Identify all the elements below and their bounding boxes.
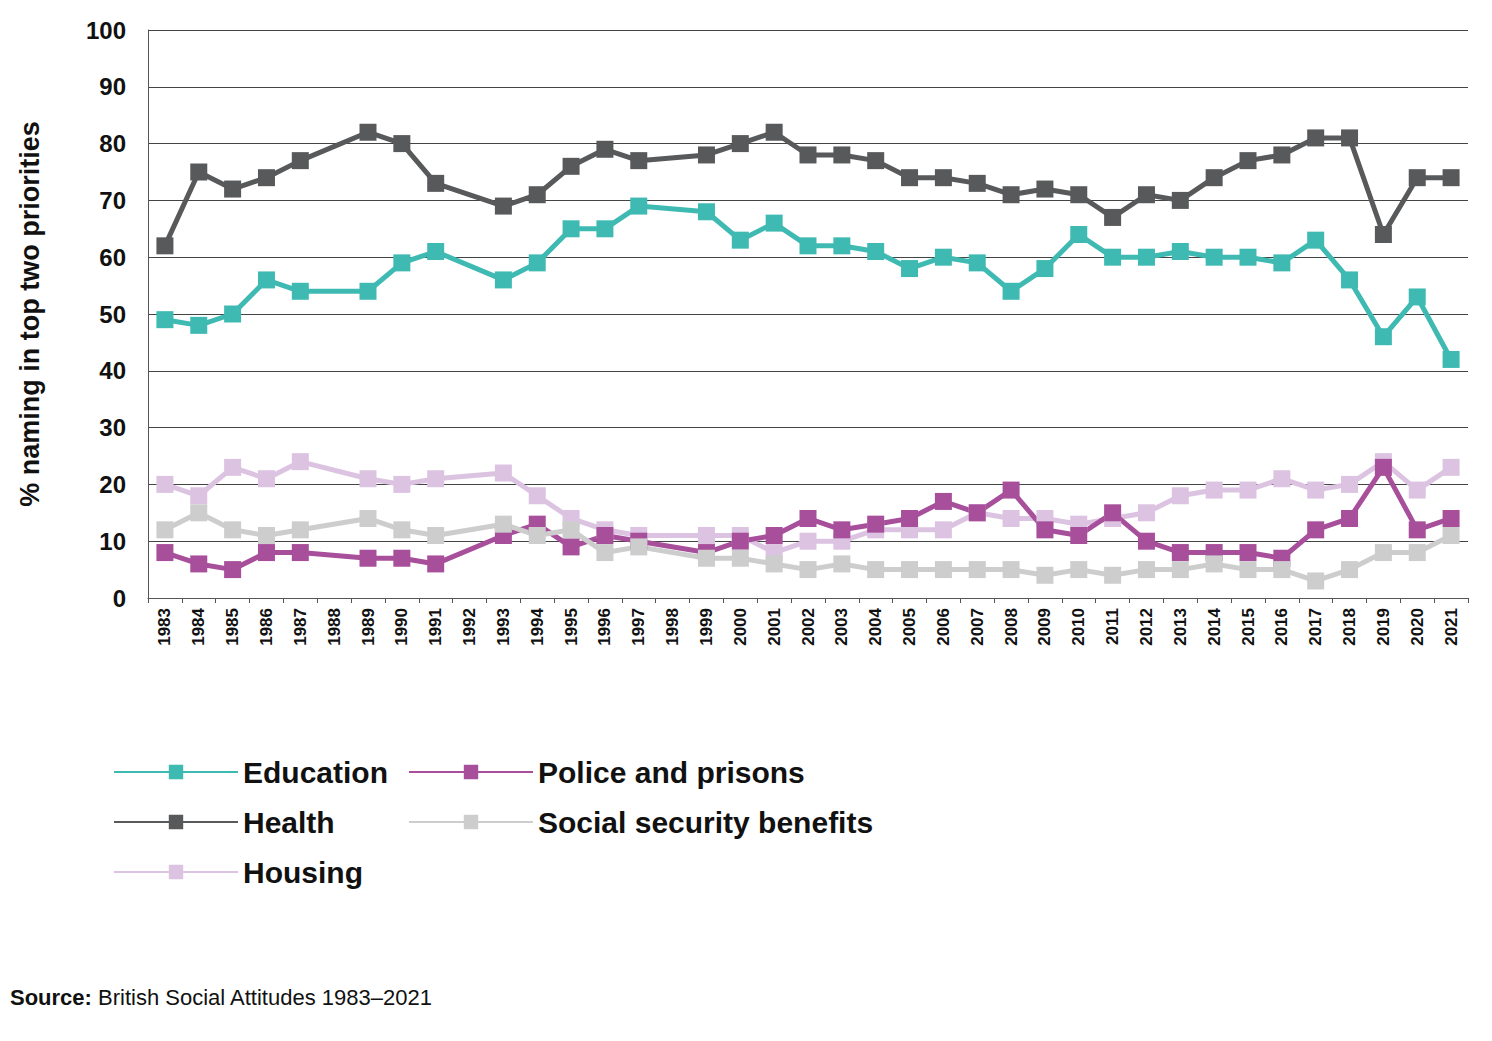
svg-text:90: 90 (99, 73, 126, 100)
svg-text:2011: 2011 (1103, 608, 1122, 645)
svg-text:2004: 2004 (866, 607, 885, 645)
svg-text:1991: 1991 (426, 608, 445, 646)
svg-text:1992: 1992 (460, 608, 479, 646)
svg-text:% naming in top two priorities: % naming in top two priorities (15, 121, 45, 507)
svg-text:2020: 2020 (1408, 608, 1427, 646)
svg-text:1994: 1994 (528, 607, 547, 645)
svg-text:1990: 1990 (392, 608, 411, 646)
svg-text:1995: 1995 (562, 608, 581, 646)
svg-text:40: 40 (99, 357, 126, 384)
svg-text:2018: 2018 (1340, 608, 1359, 646)
svg-text:2013: 2013 (1171, 608, 1190, 646)
svg-text:2006: 2006 (934, 608, 953, 646)
svg-text:1986: 1986 (257, 608, 276, 646)
svg-text:2021: 2021 (1442, 608, 1461, 646)
svg-text:1985: 1985 (223, 608, 242, 646)
svg-text:2009: 2009 (1035, 608, 1054, 646)
svg-text:2017: 2017 (1306, 608, 1325, 646)
svg-text:1998: 1998 (663, 608, 682, 646)
svg-text:Housing: Housing (243, 856, 363, 889)
svg-text:1999: 1999 (697, 608, 716, 646)
svg-text:2015: 2015 (1239, 608, 1258, 646)
svg-text:Social security benefits: Social security benefits (538, 806, 873, 839)
svg-text:1996: 1996 (595, 608, 614, 646)
svg-text:1983: 1983 (155, 608, 174, 646)
svg-text:2008: 2008 (1002, 608, 1021, 646)
svg-text:British Social Attitudes 1983–: British Social Attitudes 1983–2021 (92, 985, 432, 1010)
svg-text:2014: 2014 (1205, 607, 1224, 645)
svg-text:1989: 1989 (359, 608, 378, 646)
svg-text:50: 50 (99, 301, 126, 328)
svg-text:2000: 2000 (731, 608, 750, 646)
svg-text:2010: 2010 (1069, 608, 1088, 646)
svg-text:0: 0 (113, 585, 126, 612)
svg-text:Health: Health (243, 806, 335, 839)
svg-text:Police and prisons: Police and prisons (538, 756, 805, 789)
svg-text:Education: Education (243, 756, 388, 789)
svg-text:2016: 2016 (1272, 608, 1291, 646)
svg-text:Source:: Source: (10, 985, 92, 1010)
svg-text:60: 60 (99, 244, 126, 271)
svg-text:1984: 1984 (189, 607, 208, 645)
svg-text:2003: 2003 (832, 608, 851, 646)
svg-text:2019: 2019 (1374, 608, 1393, 646)
svg-text:70: 70 (99, 187, 126, 214)
svg-text:2005: 2005 (900, 608, 919, 646)
svg-text:2012: 2012 (1137, 608, 1156, 646)
svg-text:80: 80 (99, 130, 126, 157)
svg-text:1997: 1997 (629, 608, 648, 646)
svg-text:1988: 1988 (325, 608, 344, 646)
svg-text:1993: 1993 (494, 608, 513, 646)
svg-text:2001: 2001 (765, 608, 784, 646)
svg-text:30: 30 (99, 414, 126, 441)
svg-text:2007: 2007 (968, 608, 987, 646)
svg-text:10: 10 (99, 528, 126, 555)
svg-text:1987: 1987 (291, 608, 310, 646)
svg-text:100: 100 (86, 17, 126, 44)
svg-text:20: 20 (99, 471, 126, 498)
svg-text:2002: 2002 (799, 608, 818, 646)
